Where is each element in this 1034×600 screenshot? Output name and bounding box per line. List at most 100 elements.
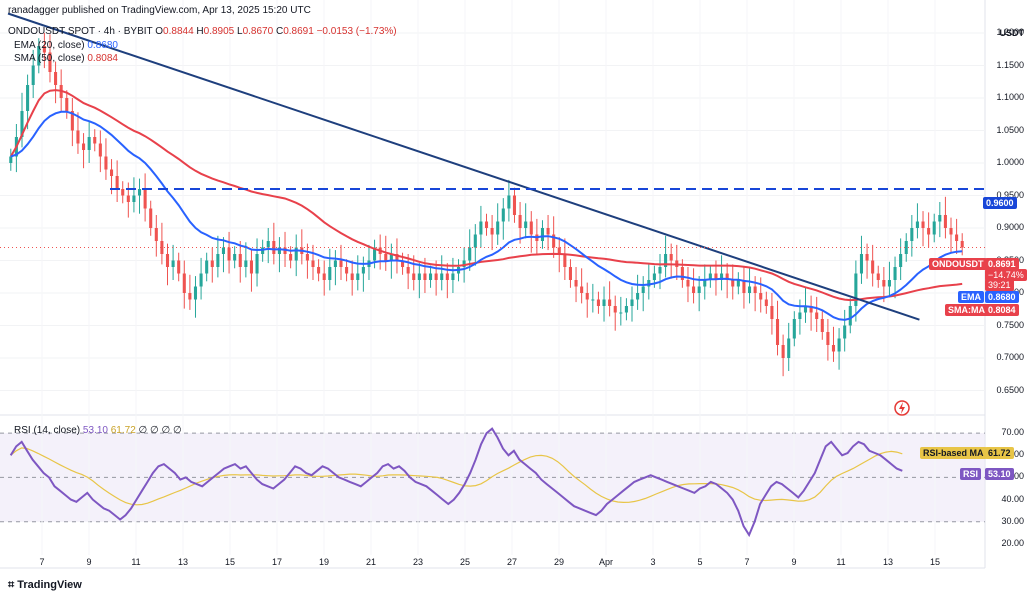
candle-body [109,169,114,176]
candle-body [725,273,729,280]
candle-body [238,254,242,267]
candle-body [182,273,186,293]
rsi-ma-line [10,447,903,506]
rsi-lines [9,427,903,538]
time-tick-label: 11 [131,557,141,567]
trendline [7,12,920,321]
symbol-line[interactable]: ONDOUSDT SPOT · 4h · BYBIT O0.8844 H0.89… [8,26,397,37]
candle-body [664,254,668,267]
candle-body [826,332,830,345]
open-value: 0.8844 [163,26,194,37]
candle-body [48,52,52,72]
time-tick-label: 25 [459,557,471,567]
price-tick-label: 1.1500 [996,59,1024,70]
symbol-label[interactable]: ONDOUSDT SPOT · 4h · BYBIT [8,26,153,37]
candle-body [93,137,97,144]
candle-body [233,254,237,261]
candle-body [149,208,153,228]
candle-body [686,280,690,287]
candle-body [949,228,953,235]
candle-body [613,306,617,313]
candle-body [859,254,864,274]
last-price-tag: 0.8691 [985,258,1019,270]
candle-body [412,273,416,280]
candle-body [899,254,903,267]
ema-legend[interactable]: EMA (20, close) 0.8680 [14,40,118,51]
candle-body [440,273,444,280]
sma-legend[interactable]: SMA (50, close) 0.8084 [14,53,118,64]
ema-value-tag: 0.8680 [985,291,1019,303]
candle-body [406,267,410,274]
candle-body [37,46,41,66]
candle-body [9,156,13,163]
candle-body [742,280,746,293]
candle-body [221,247,226,254]
candle-body [910,228,914,241]
candle-body [580,286,584,293]
candle-body [205,260,209,274]
candle-body [373,247,377,261]
resistance-tag: 0.9600 [983,197,1017,209]
indicator-lines [0,12,985,321]
rsi-ma-value-tag: 61.72 [985,447,1014,459]
candle-body [714,273,718,280]
rsi-tick-label: 20.00 [1001,537,1024,548]
currency-label[interactable]: USDT [999,28,1025,38]
time-tick-label: 3 [650,557,656,567]
candle-body [882,280,886,287]
candle-body [20,111,24,137]
price-tick-label: 0.7000 [996,352,1024,362]
candle-body [65,98,69,111]
rsi-line [9,427,903,538]
alert-icon[interactable] [894,400,910,416]
price-tick-label: 1.0000 [996,157,1024,167]
candles [9,33,964,377]
close-label: C [275,26,284,37]
rsi-tick-label: 40.00 [1001,493,1024,504]
candle-body [876,273,880,280]
candle-body [328,267,332,280]
price-tick-label: 1.0500 [996,124,1024,135]
candle-body [871,260,875,274]
brand-text: TradingView [17,579,82,591]
candle-body [815,312,819,319]
candle-body [54,72,58,85]
candle-body [193,286,198,300]
symbol-tag: ONDOUSDT [929,258,987,270]
candle-body [87,137,91,150]
candle-body [630,299,634,306]
candle-body [445,273,449,280]
candle-body [753,286,757,293]
candle-body [490,228,494,235]
sma-legend-value: 0.8084 [87,53,118,64]
time-tick-label: 17 [271,557,283,567]
candle-body [210,260,214,267]
candle-body [26,85,30,111]
candle-body [132,195,136,202]
candle-body [854,273,858,306]
price-tick-label: 0.6500 [996,384,1024,395]
sma-legend-label: SMA (50, close) [14,53,85,64]
candle-body [747,286,752,293]
candle-body [160,241,164,254]
low-value: 0.8670 [242,26,274,37]
candle-body [608,299,612,306]
candle-body [512,195,517,215]
candle-body [401,260,405,267]
candle-body [887,280,891,287]
candle-body [216,254,220,267]
candle-body [451,273,455,280]
time-tick-label: 21 [365,557,377,567]
candle-body [462,260,466,267]
candle-body [524,221,528,228]
time-tick-label: Apr [598,557,614,567]
candle-body [434,273,438,280]
candle-body [249,260,253,274]
rsi-legend-ma: 61.72 [110,425,136,436]
ema-tag: EMA [958,291,984,303]
rsi-legend[interactable]: RSI (14, close) 53.10 61.72 ∅ ∅ ∅ ∅ [14,425,182,436]
tradingview-logo[interactable]: ⌗ TradingView [8,579,82,592]
candle-body [165,254,170,267]
candle-body [154,228,158,241]
